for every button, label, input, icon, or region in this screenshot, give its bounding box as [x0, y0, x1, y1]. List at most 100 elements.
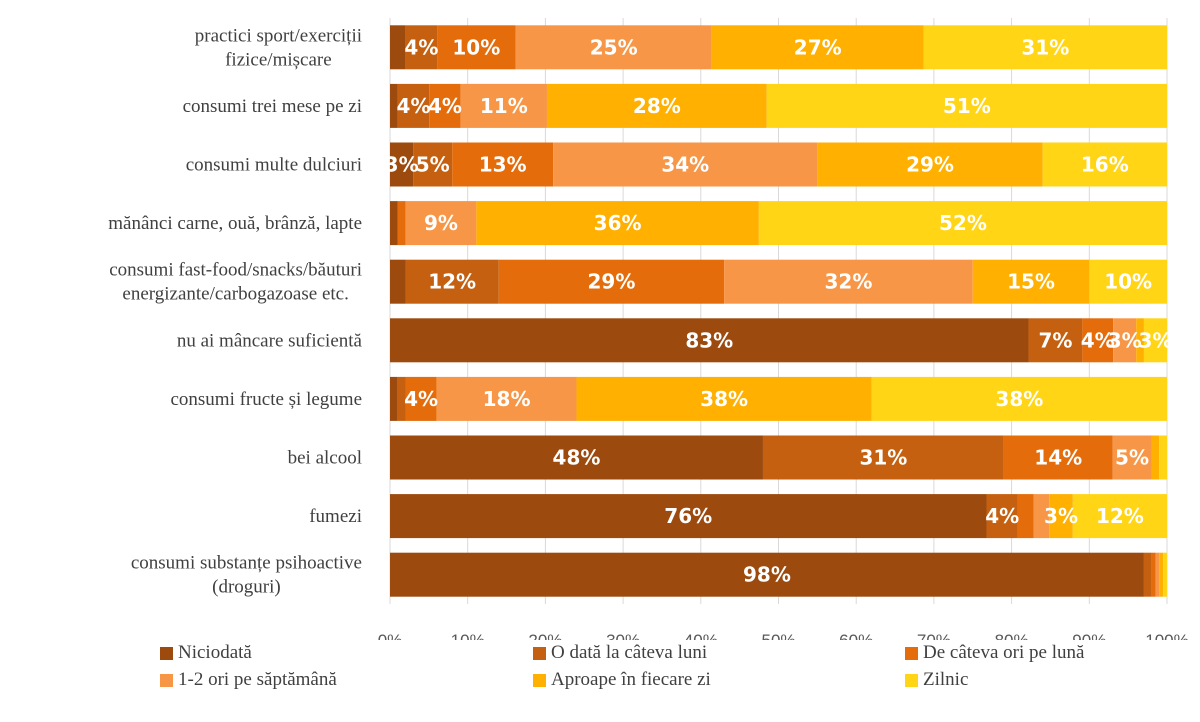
- data-label: 34%: [661, 153, 709, 177]
- x-tick-label: 30%: [606, 631, 640, 640]
- bar-segment: [972, 259, 1090, 304]
- x-tick-label: 10%: [451, 631, 485, 640]
- data-label: 9%: [424, 211, 458, 235]
- data-label: 3%: [385, 153, 419, 177]
- data-label: 27%: [794, 35, 842, 59]
- data-label: 4%: [428, 94, 462, 118]
- bar-segment: [390, 318, 1029, 363]
- bar-segment: [1113, 318, 1137, 363]
- bar-segment: [1042, 142, 1167, 187]
- bar-segment: [405, 201, 477, 246]
- bar-segment: [871, 376, 1167, 421]
- data-label: 3%: [1044, 504, 1078, 528]
- data-label: 15%: [1007, 270, 1055, 294]
- legend-swatch: [160, 673, 173, 687]
- bar-segment: [437, 25, 516, 70]
- data-label: 14%: [1034, 446, 1082, 470]
- bars: [390, 25, 1167, 597]
- bar-segment: [390, 552, 1144, 597]
- data-label: 10%: [452, 35, 500, 59]
- bar-segment: [515, 25, 712, 70]
- legend-item: Niciodată: [160, 642, 252, 664]
- bar-segment: [476, 201, 759, 246]
- bar-segment: [758, 201, 1167, 246]
- data-label: 32%: [824, 270, 872, 294]
- bar-segment: [762, 435, 1004, 480]
- data-label: 4%: [397, 94, 431, 118]
- data-label: 52%: [939, 211, 987, 235]
- bar-segment: [390, 494, 987, 539]
- bar-segment: [576, 376, 872, 421]
- bar-segment: [546, 83, 767, 128]
- bar-segment: [390, 435, 763, 480]
- bar-segment: [413, 142, 453, 187]
- bar-segment: [436, 376, 577, 421]
- bar-segment: [1151, 552, 1156, 597]
- data-label: 48%: [553, 446, 601, 470]
- stacked-bar-chart: 4% 10% 25% 27% 31%4%4% 11% 28% 51%3%5% 13% 34% 29%…: [108, 18, 1189, 640]
- legend-swatch: [533, 673, 546, 687]
- bar-segment: [1159, 552, 1164, 597]
- bar-segment: [923, 25, 1167, 70]
- bar-segment: [711, 25, 924, 70]
- bar-segment: [390, 25, 406, 70]
- x-tick-label: 50%: [761, 631, 795, 640]
- legend-item: Aproape în fiecare zi: [533, 669, 711, 691]
- legend-label: Zilnic: [923, 669, 969, 690]
- bar-segment: [405, 25, 438, 70]
- legend-swatch: [160, 646, 173, 660]
- legend-label: O dată la câteva luni: [551, 642, 708, 663]
- legend-item: Zilnic: [905, 669, 968, 691]
- bar-segment: [1143, 552, 1152, 597]
- bar-segment: [1028, 318, 1083, 363]
- data-label: 12%: [428, 270, 476, 294]
- data-label: 3%: [1138, 328, 1172, 352]
- x-tick-label: 100%: [1145, 631, 1188, 640]
- bar-segment: [817, 142, 1043, 187]
- data-label: 4%: [404, 35, 438, 59]
- x-tick-label: 70%: [917, 631, 951, 640]
- bar-segment: [1163, 552, 1167, 597]
- bar-segment: [1033, 494, 1050, 539]
- bar-segment: [405, 376, 437, 421]
- category-label: consumi multe dulciuri: [186, 155, 362, 176]
- bar-segment: [397, 83, 430, 128]
- data-label: 18%: [483, 387, 531, 411]
- data-label: 36%: [594, 211, 642, 235]
- category-label: bei alcool: [288, 448, 362, 469]
- legend: Niciodată O dată la câteva luni De câteva …: [0, 640, 1200, 722]
- data-label: 5%: [416, 153, 450, 177]
- x-tick-label: 40%: [684, 631, 718, 640]
- bar-segment: [405, 259, 499, 304]
- data-label: 28%: [633, 94, 681, 118]
- data-label: 5%: [1115, 446, 1149, 470]
- data-label: 12%: [1096, 504, 1144, 528]
- bar-labels: 4% 10% 25% 27% 31%4%4% 11% 28% 51%3%5% 13% 34% 29%…: [385, 35, 1173, 586]
- data-label: 11%: [480, 94, 528, 118]
- data-label: 29%: [906, 153, 954, 177]
- bar-segment: [1155, 552, 1160, 597]
- legend-swatch: [905, 673, 918, 687]
- bar-segment: [397, 201, 406, 246]
- legend-label: 1-2 ori pe săptămână: [178, 669, 337, 690]
- data-label: 10%: [1104, 270, 1152, 294]
- x-tick-label: 80%: [995, 631, 1029, 640]
- bar-segment: [1049, 494, 1073, 539]
- legend-item: 1-2 ori pe săptămână: [160, 669, 337, 691]
- data-label: 25%: [590, 35, 638, 59]
- data-label: 4%: [985, 504, 1019, 528]
- bar-segment: [452, 142, 554, 187]
- bar-segment: [1017, 494, 1034, 539]
- data-label: 3%: [1108, 328, 1142, 352]
- legend-item: O dată la câteva luni: [533, 642, 707, 664]
- bar-segment: [724, 259, 973, 304]
- category-label: nu ai mâncare suficientă: [177, 330, 363, 351]
- bar-segment: [1072, 494, 1167, 539]
- data-label: 98%: [743, 563, 791, 587]
- data-label: 38%: [995, 387, 1043, 411]
- bar-segment: [390, 142, 414, 187]
- bar-segment: [390, 376, 398, 421]
- x-tick-label: 20%: [528, 631, 562, 640]
- data-label: 31%: [859, 446, 907, 470]
- x-tick-label: 90%: [1072, 631, 1106, 640]
